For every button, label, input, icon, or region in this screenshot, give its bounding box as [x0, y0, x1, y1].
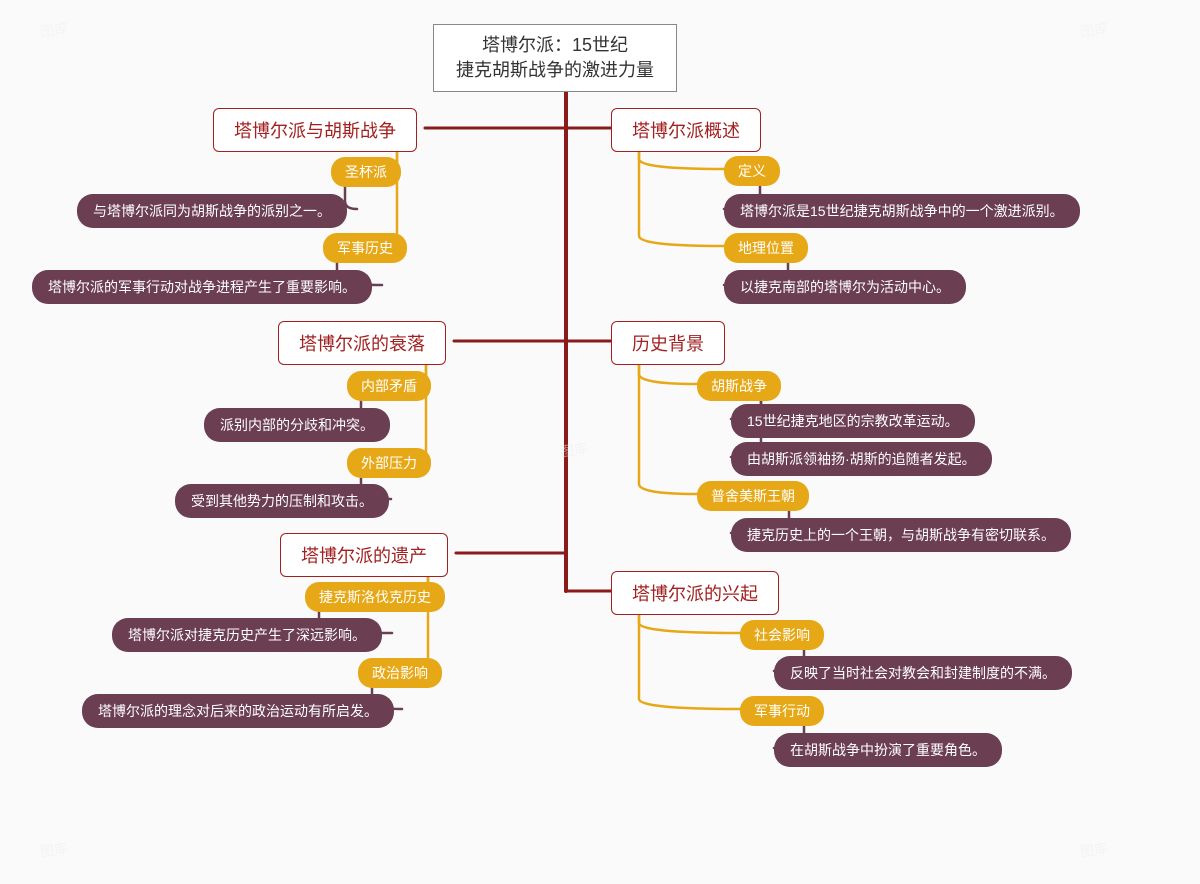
watermark: 图库: [39, 838, 70, 862]
sub-right-1-1: 普舍美斯王朝: [697, 481, 809, 511]
sub-right-2-0: 社会影响: [740, 620, 824, 650]
sub-right-0-1: 地理位置: [724, 233, 808, 263]
sub-left-0-0: 圣杯派: [331, 157, 401, 187]
leaf-right-0-1-0: 以捷克南部的塔博尔为活动中心。: [724, 270, 966, 304]
sub-left-1-0: 内部矛盾: [347, 371, 431, 401]
leaf-right-1-0-1: 由胡斯派领袖扬·胡斯的追随者发起。: [731, 442, 992, 476]
leaf-right-1-1-0: 捷克历史上的一个王朝，与胡斯战争有密切联系。: [731, 518, 1071, 552]
leaf-left-1-0-0: 派别内部的分歧和冲突。: [204, 408, 390, 442]
leaf-right-1-0-0: 15世纪捷克地区的宗教改革运动。: [731, 404, 975, 438]
root-node: 塔博尔派：15世纪捷克胡斯战争的激进力量: [433, 24, 677, 92]
leaf-left-0-1-0: 塔博尔派的军事行动对战争进程产生了重要影响。: [32, 270, 372, 304]
watermark: 图库: [39, 18, 70, 42]
section-right-1: 历史背景: [611, 321, 725, 365]
section-right-2: 塔博尔派的兴起: [611, 571, 779, 615]
leaf-right-0-0-0: 塔博尔派是15世纪捷克胡斯战争中的一个激进派别。: [724, 194, 1080, 228]
leaf-right-2-0-0: 反映了当时社会对教会和封建制度的不满。: [774, 656, 1072, 690]
sub-left-2-0: 捷克斯洛伐克历史: [305, 582, 445, 612]
sub-left-0-1: 军事历史: [323, 233, 407, 263]
connector-layer: [0, 0, 1200, 884]
section-left-1: 塔博尔派的衰落: [278, 321, 446, 365]
section-left-2: 塔博尔派的遗产: [280, 533, 448, 577]
sub-right-0-0: 定义: [724, 156, 780, 186]
watermark: 图库: [1079, 838, 1110, 862]
sub-left-2-1: 政治影响: [358, 658, 442, 688]
watermark: 图库: [559, 438, 590, 462]
sub-right-1-0: 胡斯战争: [697, 371, 781, 401]
watermark: 图库: [1079, 18, 1110, 42]
leaf-right-2-1-0: 在胡斯战争中扮演了重要角色。: [774, 733, 1002, 767]
leaf-left-1-1-0: 受到其他势力的压制和攻击。: [175, 484, 389, 518]
leaf-left-2-1-0: 塔博尔派的理念对后来的政治运动有所启发。: [82, 694, 394, 728]
leaf-left-2-0-0: 塔博尔派对捷克历史产生了深远影响。: [112, 618, 382, 652]
section-left-0: 塔博尔派与胡斯战争: [213, 108, 417, 152]
leaf-left-0-0-0: 与塔博尔派同为胡斯战争的派别之一。: [77, 194, 347, 228]
sub-left-1-1: 外部压力: [347, 448, 431, 478]
section-right-0: 塔博尔派概述: [611, 108, 761, 152]
sub-right-2-1: 军事行动: [740, 696, 824, 726]
